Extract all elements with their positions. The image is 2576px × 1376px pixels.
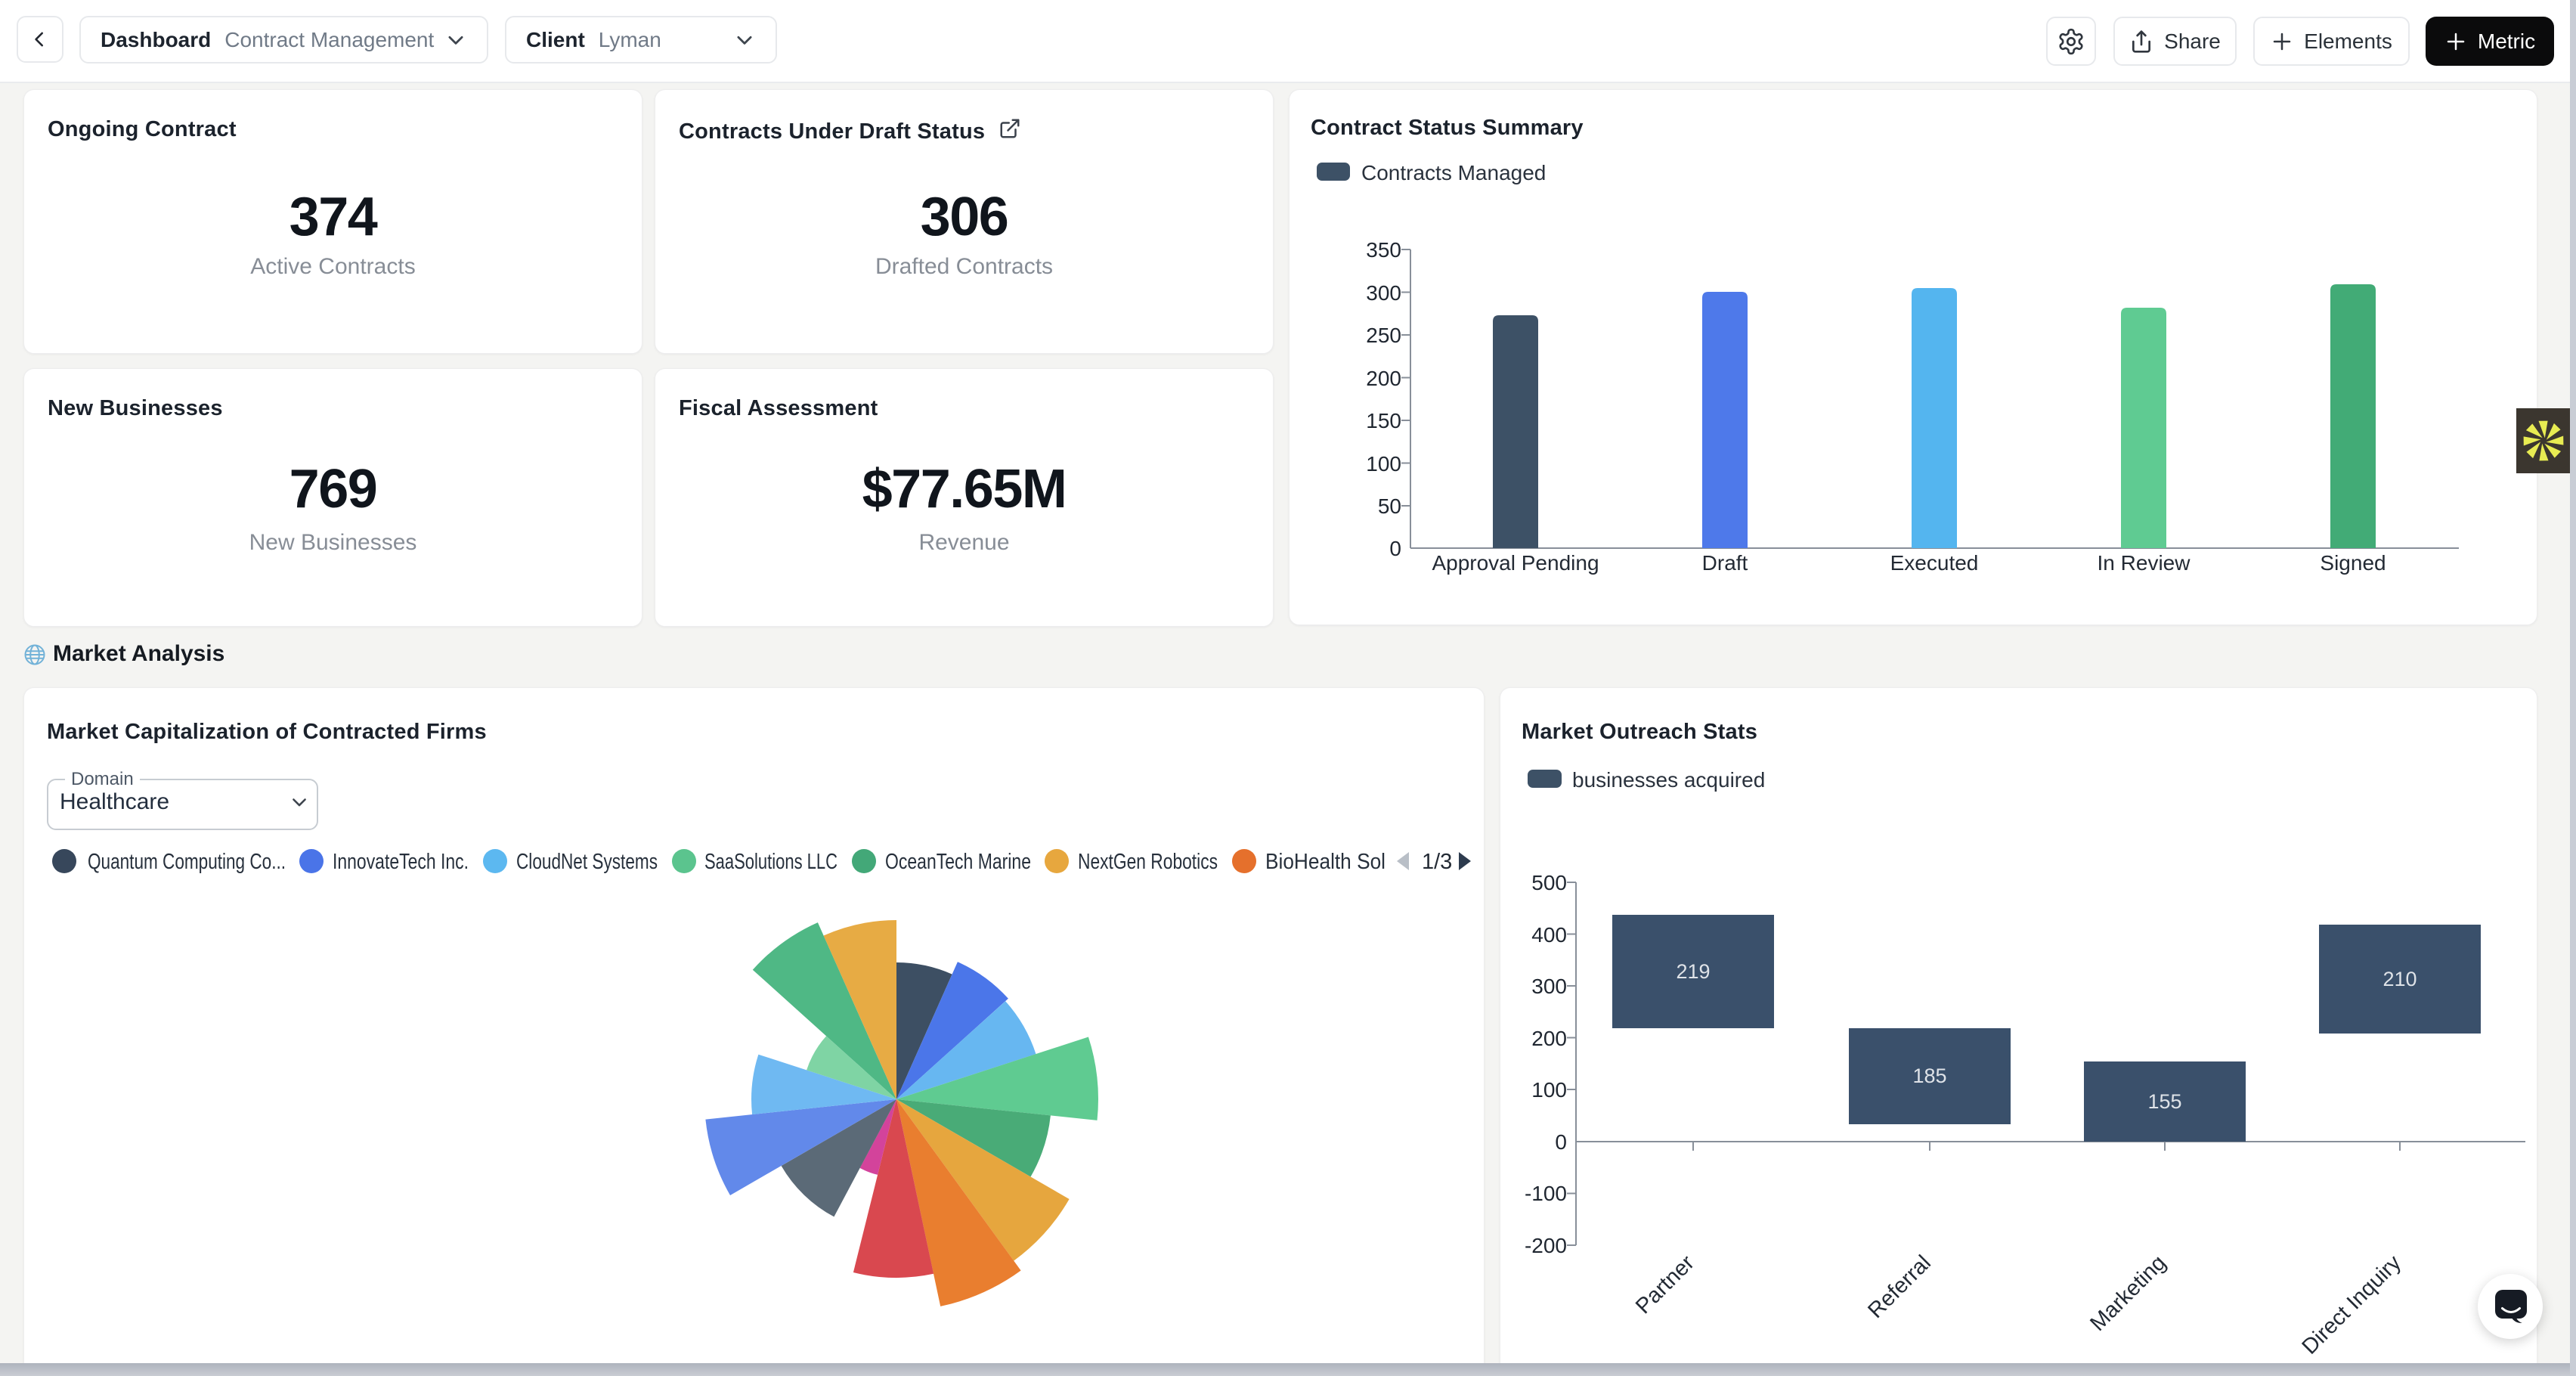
svg-text:50: 50 bbox=[1378, 494, 1401, 518]
svg-text:-100: -100 bbox=[1525, 1182, 1567, 1205]
svg-text:210: 210 bbox=[2382, 968, 2417, 990]
svg-text:200: 200 bbox=[1531, 1027, 1567, 1050]
svg-text:OceanTech Marine: OceanTech Marine bbox=[885, 850, 1031, 874]
svg-text:Draft: Draft bbox=[1702, 551, 1748, 575]
svg-text:Partner: Partner bbox=[1631, 1250, 1699, 1319]
svg-text:-200: -200 bbox=[1525, 1234, 1567, 1257]
svg-text:0: 0 bbox=[1555, 1130, 1567, 1154]
svg-text:Signed: Signed bbox=[2320, 551, 2386, 575]
svg-text:150: 150 bbox=[1366, 409, 1401, 432]
svg-text:100: 100 bbox=[1531, 1078, 1567, 1102]
svg-text:Referral: Referral bbox=[1863, 1250, 1936, 1323]
svg-text:219: 219 bbox=[1676, 960, 1710, 983]
svg-text:300: 300 bbox=[1366, 281, 1401, 305]
svg-text:CloudNet Systems: CloudNet Systems bbox=[516, 850, 658, 874]
svg-text:1/3: 1/3 bbox=[1422, 850, 1452, 874]
svg-text:BioHealth Sol: BioHealth Sol bbox=[1265, 850, 1386, 874]
svg-text:350: 350 bbox=[1366, 238, 1401, 262]
svg-text:Quantum Computing Co...: Quantum Computing Co... bbox=[88, 850, 286, 874]
svg-text:InnovateTech Inc.: InnovateTech Inc. bbox=[333, 850, 469, 874]
svg-text:Marketing: Marketing bbox=[2085, 1250, 2171, 1336]
svg-text:500: 500 bbox=[1531, 871, 1567, 894]
svg-text:155: 155 bbox=[2147, 1090, 2181, 1113]
svg-text:NextGen Robotics: NextGen Robotics bbox=[1078, 850, 1218, 874]
svg-text:Executed: Executed bbox=[1890, 551, 1979, 575]
svg-text:300: 300 bbox=[1531, 975, 1567, 998]
svg-text:250: 250 bbox=[1366, 324, 1401, 347]
svg-text:200: 200 bbox=[1366, 367, 1401, 390]
svg-text:In Review: In Review bbox=[2098, 551, 2191, 575]
svg-text:400: 400 bbox=[1531, 923, 1567, 947]
svg-text:Approval Pending: Approval Pending bbox=[1432, 551, 1599, 575]
svg-text:SaaSolutions LLC: SaaSolutions LLC bbox=[704, 850, 838, 874]
svg-text:Direct Inquiry: Direct Inquiry bbox=[2298, 1250, 2407, 1359]
svg-text:0: 0 bbox=[1389, 537, 1401, 560]
svg-text:185: 185 bbox=[1912, 1065, 1946, 1087]
svg-text:100: 100 bbox=[1366, 452, 1401, 476]
